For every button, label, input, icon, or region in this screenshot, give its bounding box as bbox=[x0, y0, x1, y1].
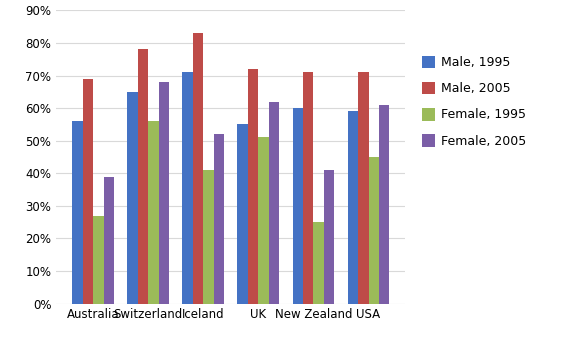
Bar bbox=[182, 72, 193, 304]
Bar bbox=[379, 105, 390, 304]
Bar bbox=[303, 72, 314, 304]
Bar bbox=[314, 222, 324, 304]
Bar bbox=[238, 125, 248, 304]
Bar bbox=[347, 111, 358, 304]
Bar bbox=[148, 121, 159, 304]
Bar bbox=[138, 49, 148, 304]
Bar bbox=[269, 101, 279, 304]
Bar bbox=[248, 69, 258, 304]
Bar bbox=[203, 170, 214, 304]
Bar bbox=[93, 216, 104, 304]
Bar bbox=[127, 92, 138, 304]
Bar bbox=[72, 121, 83, 304]
Bar bbox=[258, 137, 269, 304]
Legend: Male, 1995, Male, 2005, Female, 1995, Female, 2005: Male, 1995, Male, 2005, Female, 1995, Fe… bbox=[419, 52, 530, 151]
Bar bbox=[104, 177, 114, 304]
Bar bbox=[83, 79, 93, 304]
Bar bbox=[369, 157, 379, 304]
Bar bbox=[159, 82, 169, 304]
Bar bbox=[293, 108, 303, 304]
Bar bbox=[193, 33, 203, 304]
Bar bbox=[324, 170, 334, 304]
Bar bbox=[214, 134, 224, 304]
Bar bbox=[358, 72, 369, 304]
